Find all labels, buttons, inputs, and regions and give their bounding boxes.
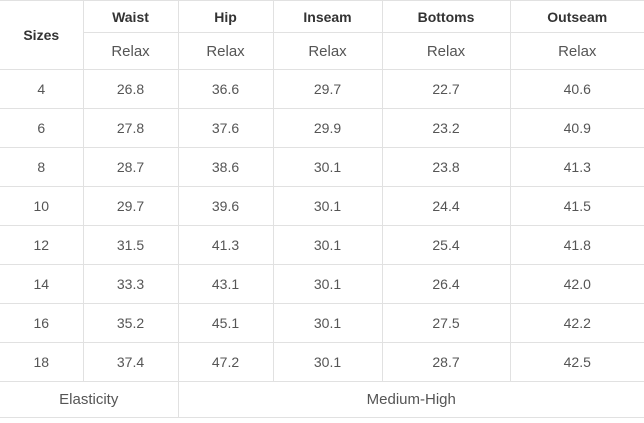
elasticity-label: Elasticity (0, 381, 179, 418)
size-cell: 6 (0, 108, 84, 148)
value-cell: 37.6 (177, 108, 274, 148)
value-cell: 27.5 (381, 303, 511, 343)
value-cell: 22.7 (381, 69, 511, 109)
value-cell: 24.4 (381, 186, 511, 226)
size-cell: 14 (0, 264, 84, 304)
value-cell: 30.1 (272, 186, 383, 226)
table-row-size-6: 6 27.8 37.6 29.9 23.2 40.9 (0, 108, 644, 148)
value-cell: 35.2 (82, 303, 179, 343)
table-row-size-18: 18 37.4 47.2 30.1 28.7 42.5 (0, 342, 644, 382)
value-cell: 38.6 (177, 147, 274, 187)
col-header-sizes: Sizes (0, 0, 84, 70)
value-cell: 30.1 (272, 303, 383, 343)
header-row: Sizes Waist Hip Inseam Bottoms Outseam (0, 0, 644, 70)
value-cell: 26.4 (381, 264, 511, 304)
value-cell: 45.1 (177, 303, 274, 343)
size-cell: 16 (0, 303, 84, 343)
value-cell: 47.2 (177, 342, 274, 382)
value-cell: 23.2 (381, 108, 511, 148)
table-row-size-10: 10 29.7 39.6 30.1 24.4 41.5 (0, 186, 644, 226)
value-cell: 25.4 (381, 225, 511, 265)
value-cell: 41.8 (509, 225, 644, 265)
table-row-size-16: 16 35.2 45.1 30.1 27.5 42.2 (0, 303, 644, 343)
value-cell: 39.6 (177, 186, 274, 226)
size-cell: 12 (0, 225, 84, 265)
col-header-outseam: Outseam (509, 0, 644, 33)
fit-label-bottoms: Relax (381, 32, 511, 70)
col-header-inseam: Inseam (272, 0, 383, 33)
fit-label-hip: Relax (177, 32, 274, 70)
value-cell: 29.7 (82, 186, 179, 226)
value-cell: 30.1 (272, 264, 383, 304)
value-cell: 23.8 (381, 147, 511, 187)
value-cell: 30.1 (272, 225, 383, 265)
value-cell: 42.5 (509, 342, 644, 382)
size-cell: 10 (0, 186, 84, 226)
elasticity-row: Elasticity Medium-High (0, 381, 644, 418)
table-row-size-4: 4 26.8 36.6 29.7 22.7 40.6 (0, 69, 644, 109)
col-header-bottoms: Bottoms (381, 0, 511, 33)
value-cell: 26.8 (82, 69, 179, 109)
fit-label-outseam: Relax (509, 32, 644, 70)
fit-row: Relax Relax Relax Relax Relax (0, 32, 644, 70)
col-header-waist: Waist (82, 0, 179, 33)
fit-label-waist: Relax (83, 32, 179, 70)
size-cell: 4 (0, 69, 84, 109)
value-cell: 28.7 (82, 147, 179, 187)
value-cell: 27.8 (82, 108, 179, 148)
value-cell: 40.9 (509, 108, 644, 148)
value-cell: 29.7 (272, 69, 383, 109)
value-cell: 41.3 (509, 147, 644, 187)
col-header-hip: Hip (177, 0, 274, 33)
value-cell: 29.9 (272, 108, 383, 148)
value-cell: 28.7 (381, 342, 511, 382)
value-cell: 37.4 (82, 342, 179, 382)
value-cell: 40.6 (509, 69, 644, 109)
size-cell: 8 (0, 147, 84, 187)
value-cell: 33.3 (82, 264, 179, 304)
value-cell: 42.0 (509, 264, 644, 304)
value-cell: 41.3 (177, 225, 274, 265)
value-cell: 30.1 (272, 342, 383, 382)
value-cell: 43.1 (177, 264, 274, 304)
table-row-size-12: 12 31.5 41.3 30.1 25.4 41.8 (0, 225, 644, 265)
elasticity-value: Medium-High (177, 381, 644, 418)
table-row-size-14: 14 33.3 43.1 30.1 26.4 42.0 (0, 264, 644, 304)
value-cell: 31.5 (82, 225, 179, 265)
size-cell: 18 (0, 342, 84, 382)
fit-label-inseam: Relax (272, 32, 383, 70)
value-cell: 41.5 (509, 186, 644, 226)
value-cell: 42.2 (509, 303, 644, 343)
value-cell: 36.6 (177, 69, 274, 109)
value-cell: 30.1 (272, 147, 383, 187)
table-row-size-8: 8 28.7 38.6 30.1 23.8 41.3 (0, 147, 644, 187)
